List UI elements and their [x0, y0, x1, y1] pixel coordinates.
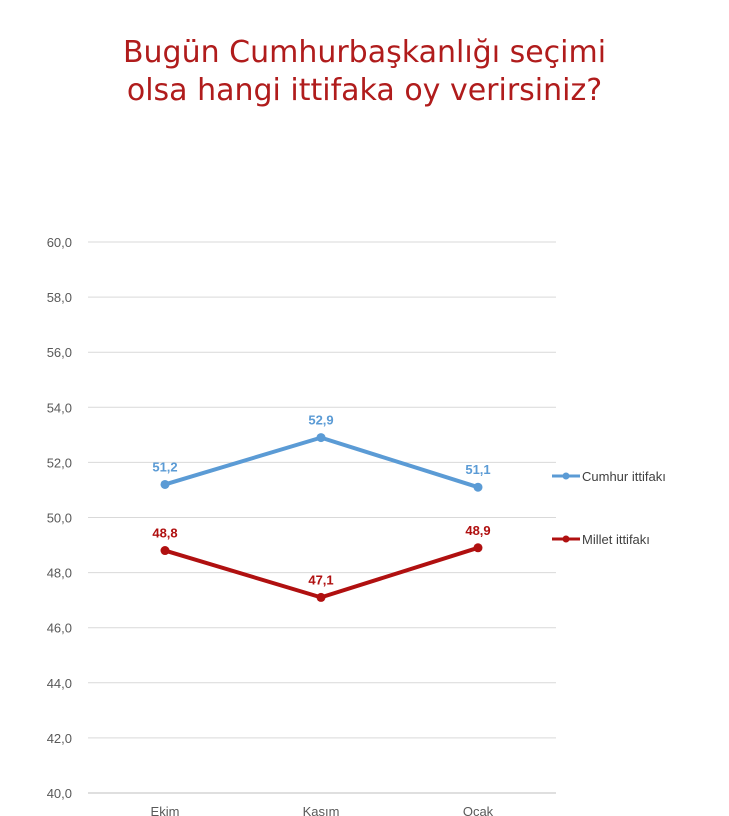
data-point	[473, 543, 483, 553]
data-label: 51,2	[152, 459, 177, 474]
y-tick-label: 52,0	[47, 455, 72, 470]
y-tick-label: 60,0	[47, 235, 72, 250]
legend-label: Millet ittifakı	[582, 532, 650, 547]
chart-title-line-1: Bugün Cumhurbaşkanlığı seçimi	[122, 35, 607, 70]
y-tick-label: 58,0	[47, 290, 72, 305]
x-axis-ticks: Ekim Kasım Ocak	[151, 804, 494, 816]
y-tick-label: 54,0	[47, 400, 72, 415]
x-tick-label: Ekim	[151, 804, 180, 816]
data-label: 52,9	[308, 413, 333, 428]
data-point	[160, 546, 170, 556]
legend-label: Cumhur ittifakı	[582, 469, 666, 484]
chart-title: Bugün Cumhurbaşkanlığı seçimi olsa hangi…	[0, 34, 729, 110]
y-tick-label: 56,0	[47, 345, 72, 360]
data-label: 47,1	[308, 572, 333, 587]
x-tick-label: Kasım	[303, 804, 340, 816]
y-tick-label: 40,0	[47, 786, 72, 801]
legend-marker	[562, 472, 570, 480]
data-point	[473, 482, 483, 492]
data-label: 48,9	[465, 523, 490, 538]
y-tick-label: 44,0	[47, 676, 72, 691]
y-tick-label: 46,0	[47, 621, 72, 636]
data-point	[316, 433, 326, 443]
data-point	[160, 479, 170, 489]
y-tick-label: 50,0	[47, 511, 72, 526]
legend: Cumhur ittifakı Millet ittifakı	[552, 469, 666, 547]
data-label: 51,1	[465, 462, 490, 477]
y-axis-ticks: 40,0 42,0 44,0 46,0 48,0 50,0 52,0 54,0 56,0 58,0…	[47, 235, 72, 801]
data-label: 48,8	[152, 526, 177, 541]
x-tick-label: Ocak	[463, 804, 494, 816]
data-point	[316, 592, 326, 602]
y-tick-label: 42,0	[47, 731, 72, 746]
y-tick-label: 48,0	[47, 566, 72, 581]
series-group: 51,2 52,9 51,1 48,8 47,1 48,9	[152, 413, 491, 602]
gridlines	[88, 241, 556, 794]
chart-title-line-2: olsa hangi ittifaka oy verirsiniz?	[126, 73, 603, 108]
legend-marker	[562, 535, 570, 543]
